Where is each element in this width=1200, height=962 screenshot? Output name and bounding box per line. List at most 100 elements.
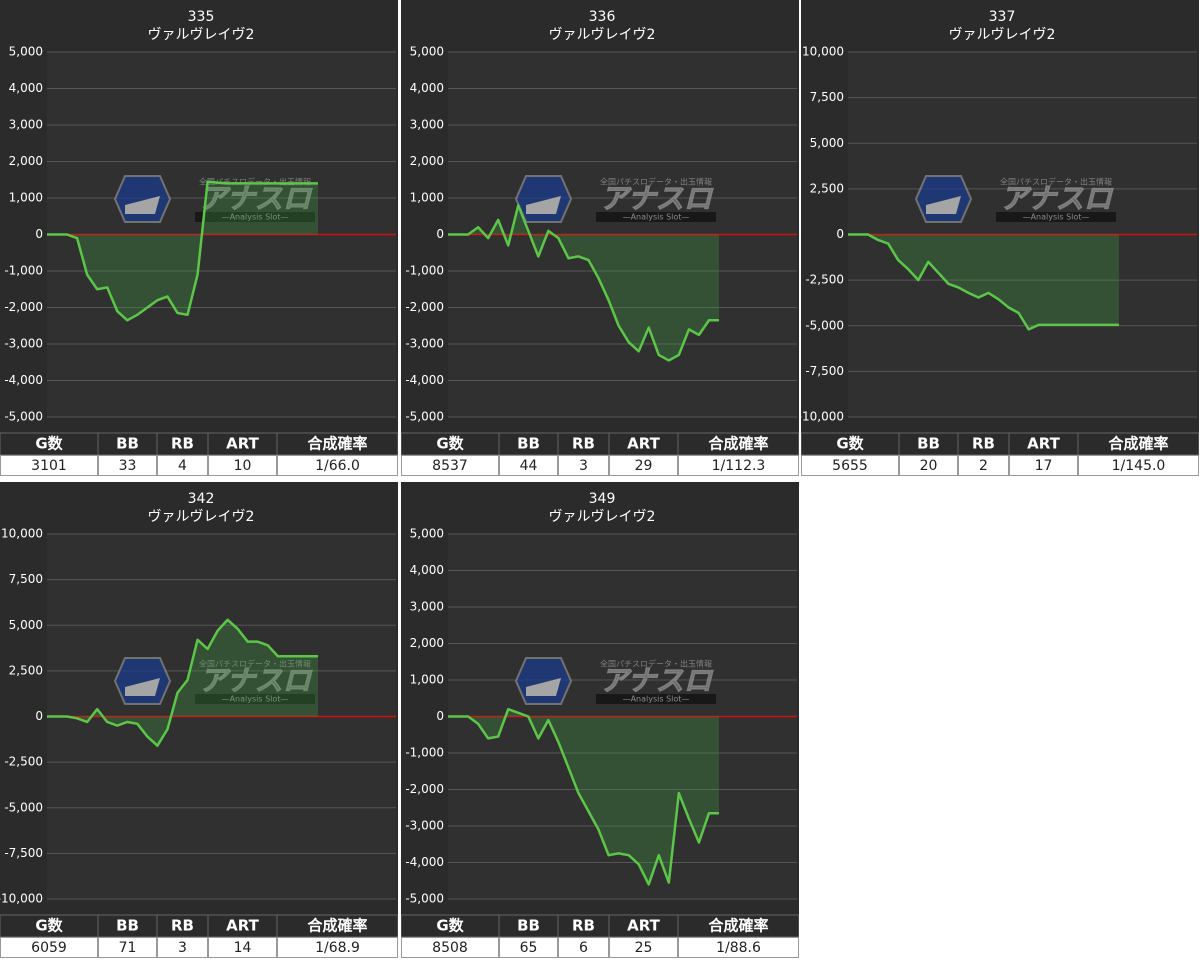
area bbox=[47, 619, 318, 746]
y-tick-label: -4,000 bbox=[405, 855, 444, 869]
table-value: 1/145.0 bbox=[1112, 458, 1166, 474]
chart-title: 342 bbox=[188, 491, 215, 507]
table-value: 33 bbox=[119, 458, 137, 474]
watermark-subtitle: —Analysis Slot— bbox=[222, 213, 289, 222]
watermark-band bbox=[596, 694, 716, 704]
y-tick-label: 5,000 bbox=[9, 45, 43, 59]
y-tick-label: 4,000 bbox=[9, 81, 43, 95]
table-cell bbox=[499, 455, 558, 476]
y-tick-label: -4,000 bbox=[4, 373, 43, 387]
table-cell bbox=[1078, 455, 1199, 476]
table-value: 1/66.0 bbox=[315, 458, 360, 474]
area bbox=[448, 205, 719, 361]
y-tick-label: 5,000 bbox=[410, 527, 444, 541]
chart-subtitle: ヴァルヴレイヴ2 bbox=[549, 508, 656, 525]
y-tick-label: 2,500 bbox=[9, 663, 43, 677]
y-tick-label: -10,000 bbox=[0, 892, 43, 906]
y-tick-label: -5,000 bbox=[405, 410, 444, 424]
watermark-subtitle: —Analysis Slot— bbox=[623, 695, 690, 704]
machine-panel: 337 ヴァルヴレイヴ2 10,000 7,500 5,000 2,500 0 -2,500 -… bbox=[798, 0, 1200, 476]
table-value: 14 bbox=[234, 940, 252, 956]
table-value: 4 bbox=[178, 458, 187, 474]
y-tick-label: 4,000 bbox=[410, 81, 444, 95]
table-cell bbox=[208, 455, 277, 476]
table-header: ART bbox=[627, 435, 660, 453]
chart-title: 335 bbox=[188, 9, 215, 25]
watermark-logo bbox=[514, 657, 573, 705]
table-cell bbox=[277, 455, 398, 476]
y-tick-label: -2,500 bbox=[4, 755, 43, 769]
table-header: RB bbox=[171, 917, 194, 935]
machine-panel: 342 ヴァルヴレイヴ2 10,000 7,500 5,000 2,500 0 -2,500 -… bbox=[0, 482, 399, 958]
y-tick-label: 0 bbox=[436, 227, 444, 241]
y-tick-label: -5,000 bbox=[4, 410, 43, 424]
y-tick-label: -5,000 bbox=[805, 318, 844, 332]
table-value: 20 bbox=[920, 458, 938, 474]
table-cell bbox=[899, 455, 958, 476]
chart-title: 336 bbox=[589, 9, 616, 25]
table-value: 1/68.9 bbox=[315, 940, 360, 956]
table-value: 65 bbox=[520, 940, 538, 956]
watermark-band bbox=[596, 212, 716, 222]
table-cell bbox=[157, 455, 208, 476]
y-tick-label: 0 bbox=[836, 227, 844, 241]
machine-panel: 349 ヴァルヴレイヴ2 5,000 4,000 3,000 2,000 1,000 0 -1,… bbox=[400, 482, 800, 958]
y-tick-label: 1,000 bbox=[410, 673, 444, 687]
table-header: G数 bbox=[436, 435, 464, 453]
line bbox=[47, 618, 318, 747]
table-value: 3 bbox=[579, 458, 588, 474]
table-value: 17 bbox=[1035, 458, 1053, 474]
area bbox=[848, 234, 1119, 330]
y-tick-label: -7,500 bbox=[805, 364, 844, 378]
y-tick-label: 10,000 bbox=[802, 45, 844, 59]
line bbox=[848, 233, 1119, 331]
table-cell bbox=[98, 455, 157, 476]
y-tick-label: -5,000 bbox=[4, 800, 43, 814]
y-tick-label: 3,000 bbox=[410, 118, 444, 132]
area bbox=[47, 181, 318, 321]
table-value: 10 bbox=[234, 458, 252, 474]
y-tick-label: 4,000 bbox=[410, 563, 444, 577]
y-tick-label: 1,000 bbox=[410, 191, 444, 205]
table-header: 合成確率 bbox=[707, 917, 768, 935]
table-value: 6059 bbox=[31, 940, 67, 956]
table-value: 8508 bbox=[432, 940, 468, 956]
table-header: G数 bbox=[836, 435, 864, 453]
watermark-logo bbox=[113, 657, 172, 705]
watermark-logo-mark bbox=[125, 196, 160, 214]
table-header: G数 bbox=[35, 435, 63, 453]
y-tick-label: 5,000 bbox=[410, 45, 444, 59]
watermark-logo bbox=[113, 175, 172, 223]
table-value: 3101 bbox=[31, 458, 67, 474]
y-tick-label: 2,000 bbox=[9, 154, 43, 168]
y-tick-label: 2,500 bbox=[810, 181, 844, 195]
table-cell bbox=[801, 455, 899, 476]
y-tick-label: -1,000 bbox=[4, 264, 43, 278]
y-tick-label: 3,000 bbox=[9, 118, 43, 132]
y-tick-label: -2,000 bbox=[405, 300, 444, 314]
watermark-logo-mark bbox=[125, 678, 160, 696]
line bbox=[448, 707, 719, 886]
watermark-subtitle: —Analysis Slot— bbox=[623, 213, 690, 222]
table-header: ART bbox=[226, 435, 259, 453]
watermark-band bbox=[195, 212, 315, 222]
table-header: G数 bbox=[35, 917, 63, 935]
chart-subtitle: ヴァルヴレイヴ2 bbox=[148, 508, 255, 525]
watermark-tagline: 全国パチスロデータ・出玉情報 bbox=[199, 659, 311, 669]
chart-subtitle: ヴァルヴレイヴ2 bbox=[549, 26, 656, 43]
chart-title: 337 bbox=[989, 9, 1016, 25]
y-tick-label: -3,000 bbox=[405, 819, 444, 833]
y-tick-label: 2,000 bbox=[410, 636, 444, 650]
table-header: ART bbox=[226, 917, 259, 935]
watermark-logo bbox=[514, 175, 573, 223]
line bbox=[47, 180, 318, 322]
table-value: 44 bbox=[520, 458, 538, 474]
y-tick-label: -2,500 bbox=[805, 273, 844, 287]
